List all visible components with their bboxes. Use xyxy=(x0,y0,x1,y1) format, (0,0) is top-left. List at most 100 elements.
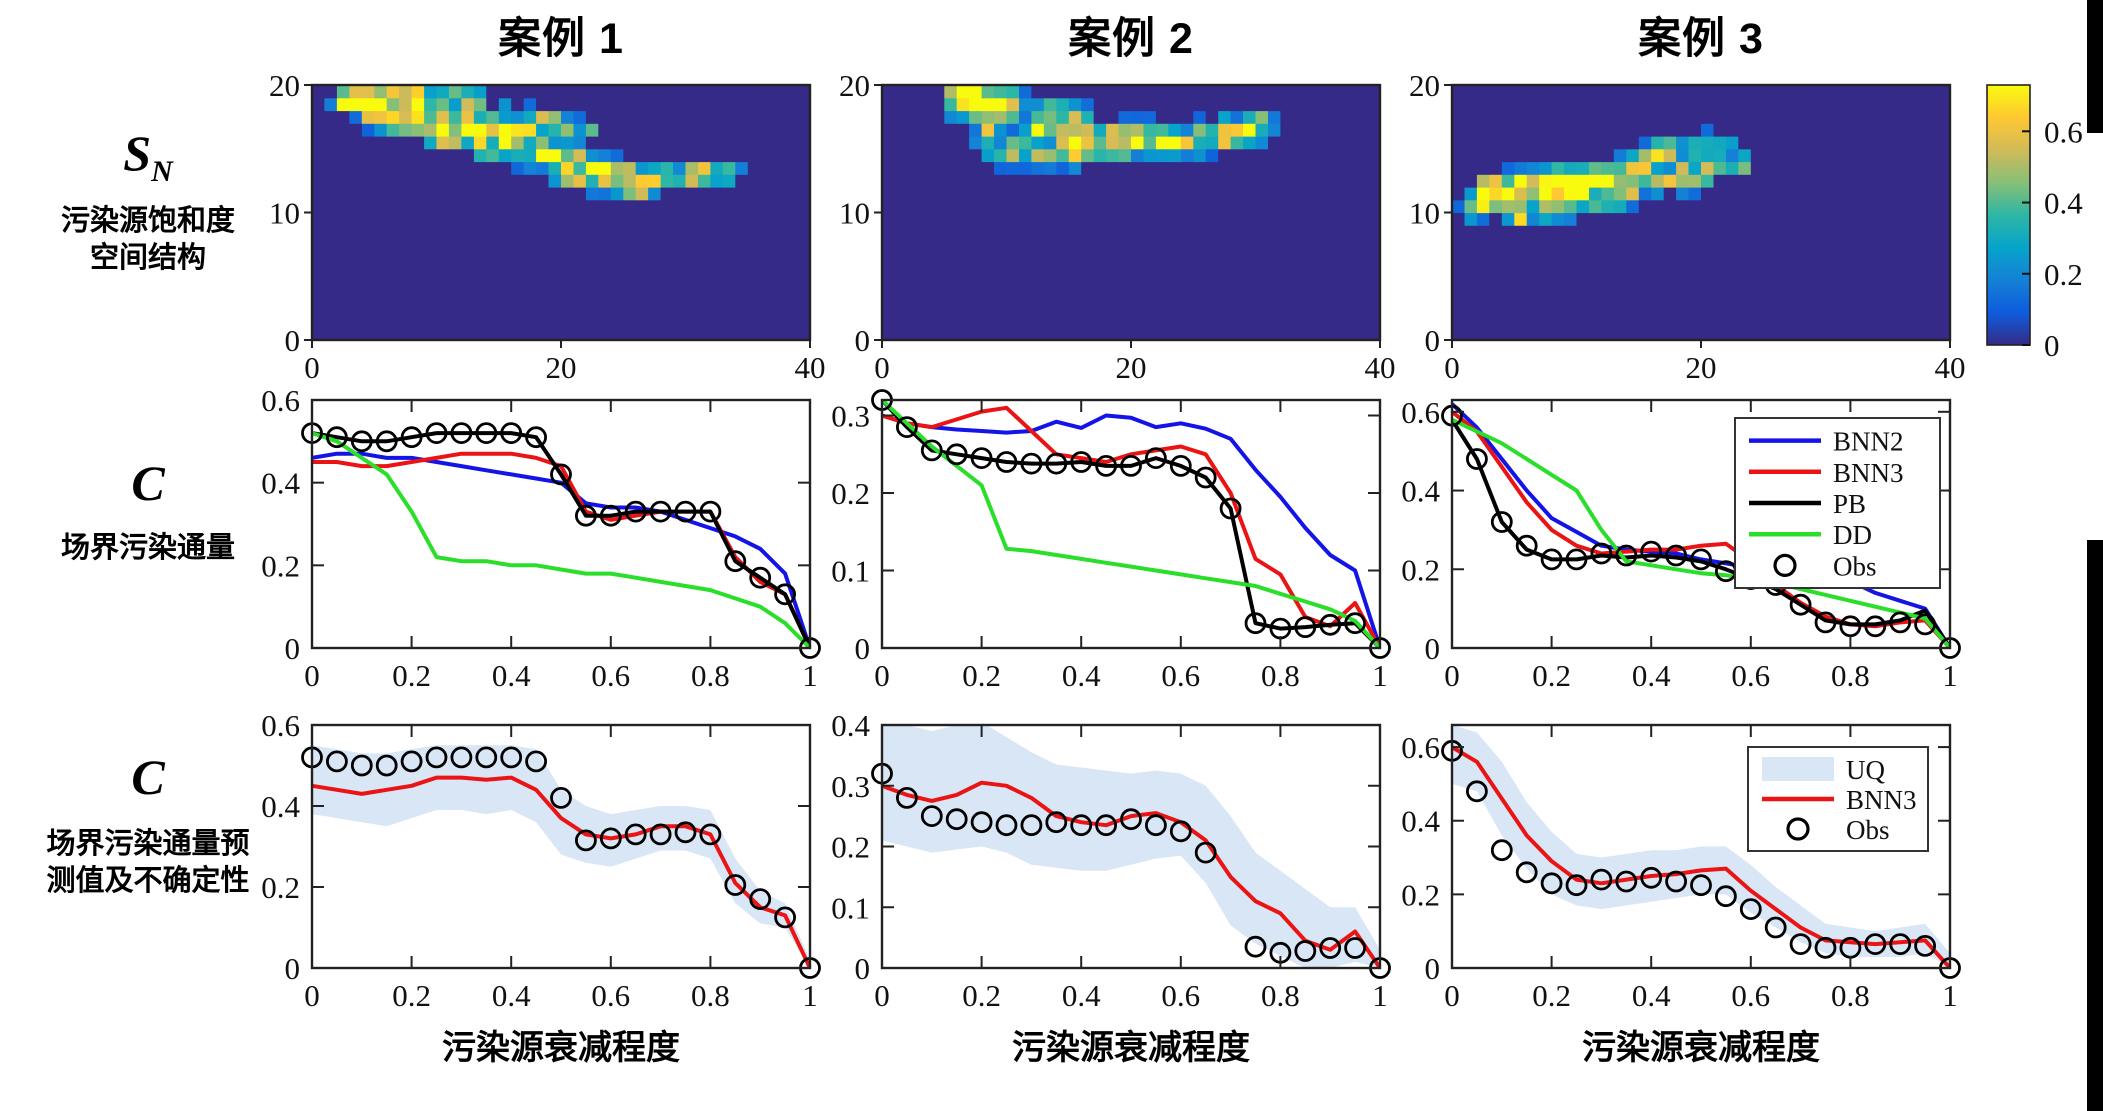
svg-text:0: 0 xyxy=(1425,951,1441,986)
svg-text:0.6: 0.6 xyxy=(591,658,630,693)
svg-text:0: 0 xyxy=(1425,631,1441,666)
svg-text:BNN3: BNN3 xyxy=(1846,785,1917,815)
svg-text:0.6: 0.6 xyxy=(2044,114,2083,149)
svg-text:0.2: 0.2 xyxy=(1401,552,1440,587)
svg-text:0.2: 0.2 xyxy=(962,658,1001,693)
svg-text:Obs: Obs xyxy=(1833,551,1877,581)
row-label-saturation: SN 污染源饱和度 空间结构 xyxy=(0,128,296,277)
saturation-case2-panel: 0 20 40 0 10 20 xyxy=(839,68,1396,385)
svg-text:0.2: 0.2 xyxy=(1532,978,1571,1013)
svg-text:0.6: 0.6 xyxy=(591,978,630,1013)
row-label-line2: 空间结构 xyxy=(89,242,206,275)
svg-text:1: 1 xyxy=(802,658,818,693)
svg-text:0: 0 xyxy=(855,323,871,358)
svg-text:0.1: 0.1 xyxy=(831,890,870,925)
uq-case2-series-bnn3 xyxy=(881,780,1381,969)
svg-text:0.4: 0.4 xyxy=(1632,658,1671,693)
svg-text:0: 0 xyxy=(1444,350,1460,385)
saturation-case3-panel: 0 20 40 0 10 20 xyxy=(1409,68,1966,385)
svg-text:0.6: 0.6 xyxy=(1161,658,1200,693)
row-label-line1: 场界污染通量预 xyxy=(46,828,250,860)
svg-text:0.2: 0.2 xyxy=(831,830,870,865)
svg-text:0: 0 xyxy=(285,323,301,358)
svg-text:0.4: 0.4 xyxy=(831,708,870,743)
row-symbol-c2: C xyxy=(131,749,165,805)
svg-text:0.4: 0.4 xyxy=(1632,978,1671,1013)
svg-text:BNN3: BNN3 xyxy=(1833,458,1904,488)
svg-text:0.4: 0.4 xyxy=(1401,804,1440,839)
screenshot-edge-bar-top xyxy=(2087,0,2103,133)
svg-text:0.8: 0.8 xyxy=(691,978,730,1013)
uq-case1-obs-markers xyxy=(301,746,821,979)
flux-case3-series-dd xyxy=(1451,417,1951,649)
flux-case2-obs-markers xyxy=(871,389,1391,659)
svg-text:10: 10 xyxy=(269,196,300,231)
svg-text:0.3: 0.3 xyxy=(831,399,870,434)
svg-text:0: 0 xyxy=(874,658,890,693)
svg-text:20: 20 xyxy=(839,68,870,103)
row-label-line1: 污染源饱和度 xyxy=(60,205,235,237)
svg-text:0: 0 xyxy=(874,350,890,385)
svg-text:0.4: 0.4 xyxy=(1062,978,1101,1013)
svg-text:0: 0 xyxy=(874,978,890,1013)
svg-text:20: 20 xyxy=(1116,350,1147,385)
svg-text:0: 0 xyxy=(1444,978,1460,1013)
row-label-line1: 场界污染通量 xyxy=(60,532,235,564)
svg-text:20: 20 xyxy=(546,350,577,385)
svg-text:0.6: 0.6 xyxy=(261,708,300,743)
row-symbol-c1: C xyxy=(131,455,165,511)
svg-text:DD: DD xyxy=(1833,520,1872,550)
row-label-uncertainty: C 场界污染通量预 测值及不确定性 xyxy=(0,752,296,900)
svg-text:0.2: 0.2 xyxy=(1401,877,1440,912)
svg-text:UQ: UQ xyxy=(1846,755,1885,785)
svg-text:0.2: 0.2 xyxy=(261,548,300,583)
svg-text:0: 0 xyxy=(285,631,301,666)
row-symbol-sn: SN xyxy=(123,125,173,188)
flux-case2-series-bnn3 xyxy=(881,405,1381,649)
svg-text:1: 1 xyxy=(1372,978,1388,1013)
svg-text:0.2: 0.2 xyxy=(392,978,431,1013)
svg-text:20: 20 xyxy=(1686,350,1717,385)
svg-text:0.4: 0.4 xyxy=(492,978,531,1013)
svg-text:0.8: 0.8 xyxy=(691,658,730,693)
column-title-case2: 案例 2 xyxy=(1068,15,1194,63)
svg-text:0.4: 0.4 xyxy=(261,466,300,501)
svg-text:0.8: 0.8 xyxy=(1261,658,1300,693)
svg-text:0.6: 0.6 xyxy=(261,383,300,418)
svg-text:40: 40 xyxy=(1935,350,1966,385)
uq-case1-panel: 0 0.2 0.4 0.6 0.8 1 0 0.2 0.4 0.6 xyxy=(261,708,821,1013)
svg-text:0.6: 0.6 xyxy=(1401,395,1440,430)
svg-text:0.2: 0.2 xyxy=(2044,257,2083,292)
uq-case1-series-bnn3 xyxy=(311,775,811,969)
svg-text:0: 0 xyxy=(1444,658,1460,693)
svg-text:40: 40 xyxy=(795,350,826,385)
x-axis-label-case1: 污染源衰减程度 xyxy=(442,1029,680,1067)
flux-case1-series-dd xyxy=(311,431,811,649)
svg-text:Obs: Obs xyxy=(1846,815,1890,845)
svg-text:40: 40 xyxy=(1365,350,1396,385)
svg-text:20: 20 xyxy=(1409,68,1440,103)
svg-text:0.8: 0.8 xyxy=(1261,978,1300,1013)
svg-text:0: 0 xyxy=(304,350,320,385)
flux-case2-series-dd xyxy=(881,399,1381,649)
svg-text:0.2: 0.2 xyxy=(831,476,870,511)
svg-text:0: 0 xyxy=(304,658,320,693)
row-label-line2: 测值及不确定性 xyxy=(46,865,250,898)
svg-text:0.4: 0.4 xyxy=(492,658,531,693)
svg-text:PB: PB xyxy=(1833,489,1866,519)
x-axis-label-case2: 污染源衰减程度 xyxy=(1012,1029,1250,1067)
row-label-flux: C 场界污染通量 xyxy=(0,458,296,567)
svg-text:0.2: 0.2 xyxy=(261,870,300,905)
screenshot-edge-bar-bottom xyxy=(2087,540,2103,1111)
svg-text:0: 0 xyxy=(855,631,871,666)
svg-text:1: 1 xyxy=(1372,658,1388,693)
svg-text:0: 0 xyxy=(855,951,871,986)
svg-text:0.2: 0.2 xyxy=(962,978,1001,1013)
svg-text:0.6: 0.6 xyxy=(1731,978,1770,1013)
svg-text:0.8: 0.8 xyxy=(1831,658,1870,693)
